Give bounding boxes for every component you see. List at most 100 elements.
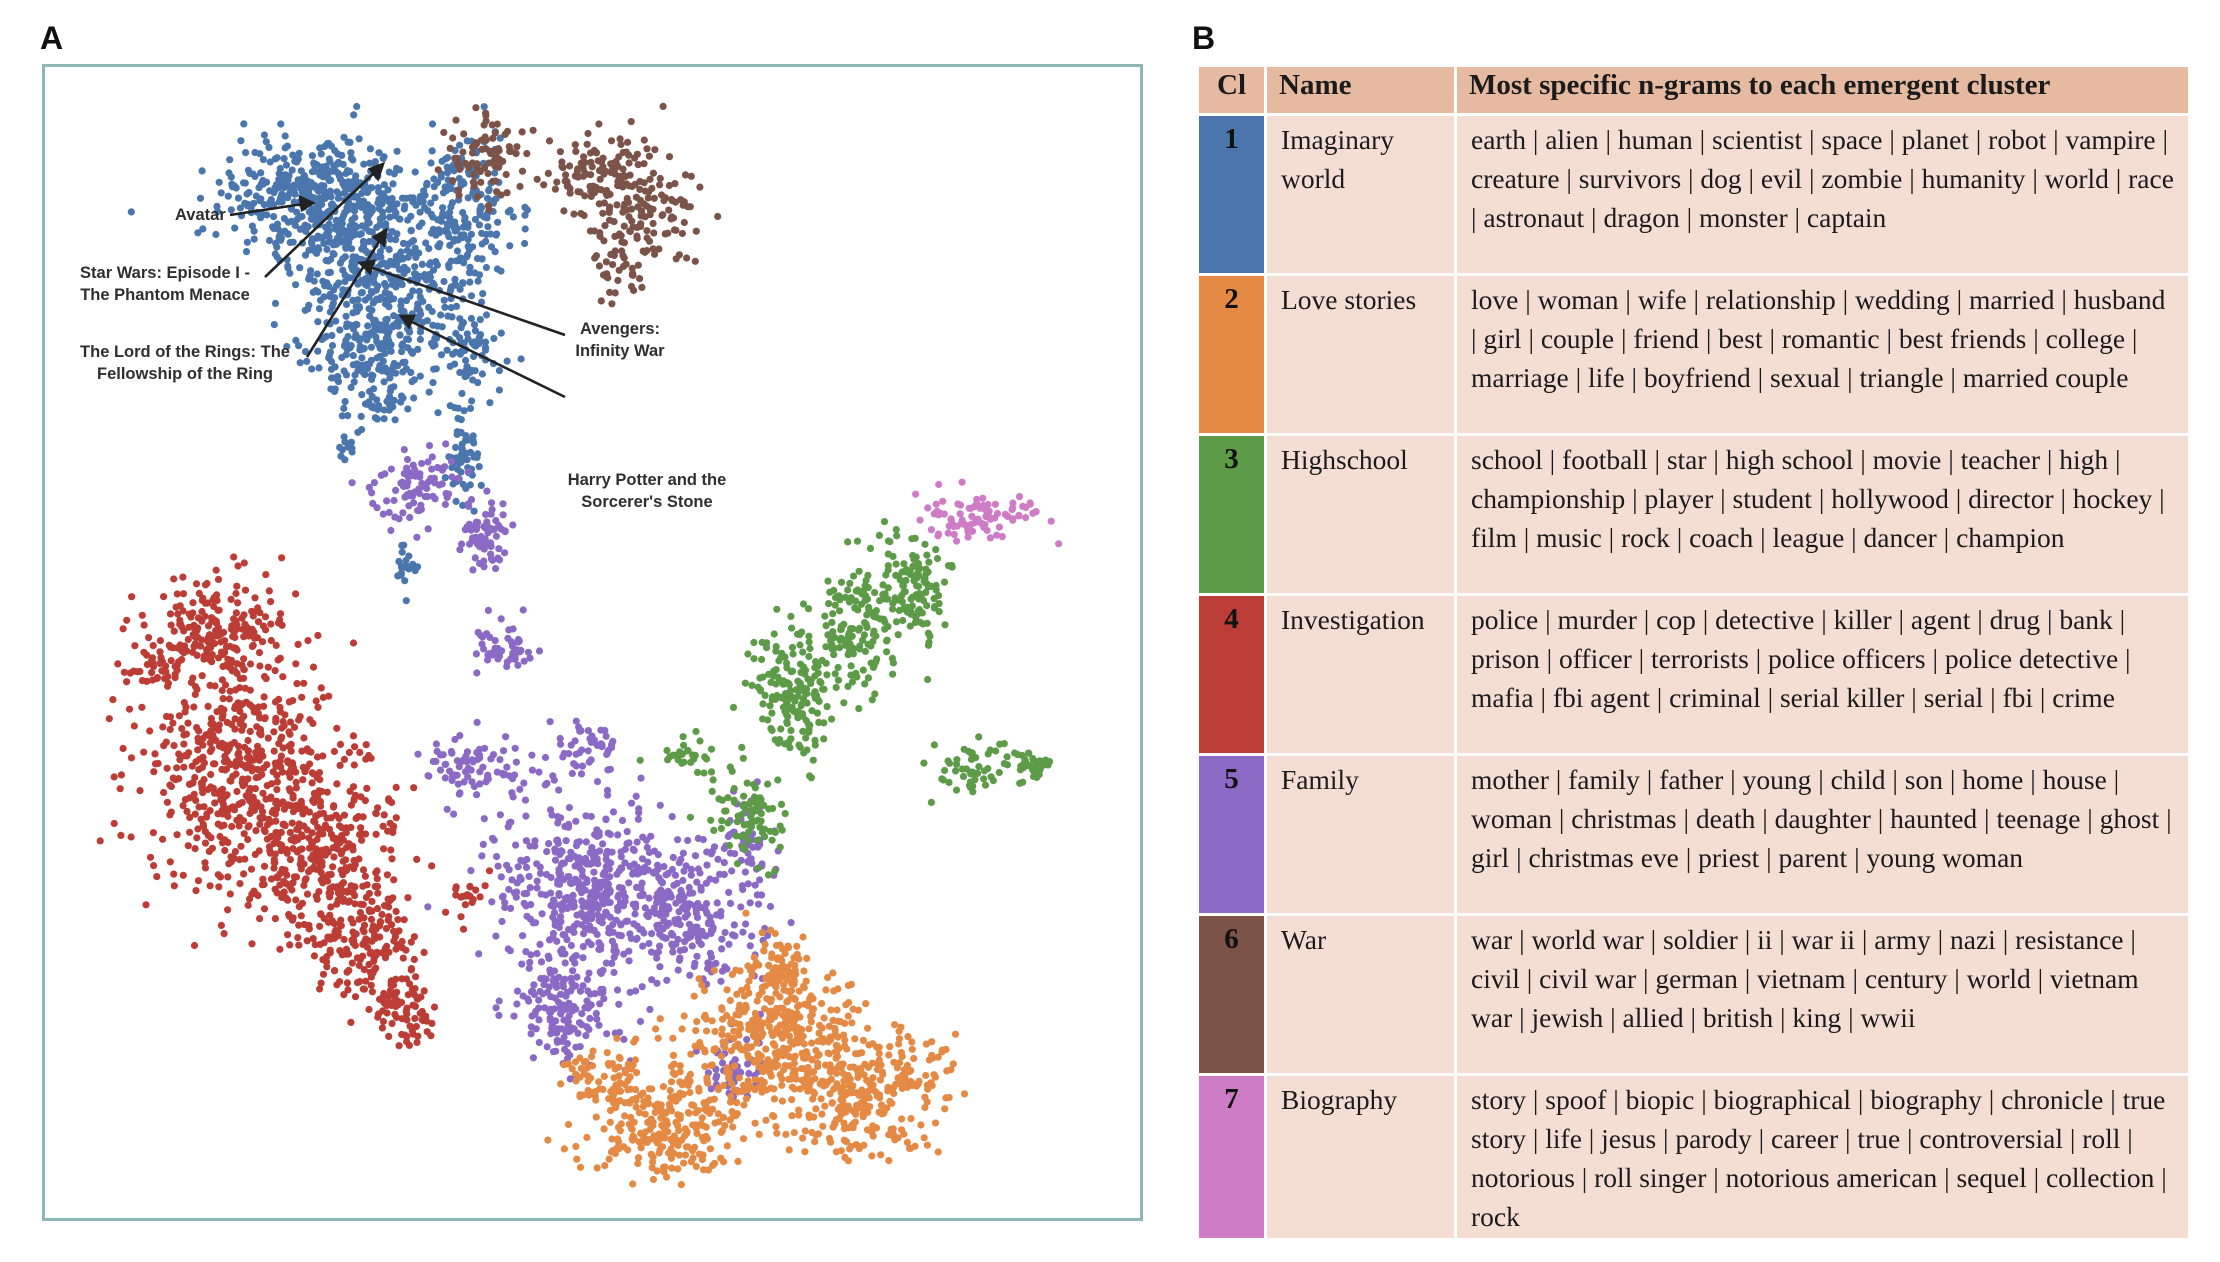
point-cluster-6 xyxy=(602,258,610,266)
point-cluster-1 xyxy=(293,156,301,164)
point-cluster-2 xyxy=(726,996,734,1005)
point-cluster-3 xyxy=(892,618,901,626)
point-cluster-1 xyxy=(363,188,371,197)
point-cluster-4 xyxy=(306,716,314,724)
point-cluster-4 xyxy=(257,731,265,739)
point-cluster-3 xyxy=(710,826,718,835)
point-cluster-4 xyxy=(412,973,420,981)
point-cluster-3 xyxy=(925,558,933,566)
point-cluster-1 xyxy=(466,481,474,489)
point-cluster-1 xyxy=(441,474,449,482)
point-cluster-4 xyxy=(229,772,237,780)
point-cluster-4 xyxy=(336,761,344,770)
point-cluster-4 xyxy=(245,763,253,771)
point-cluster-5 xyxy=(721,928,729,937)
point-cluster-1 xyxy=(297,184,305,192)
point-cluster-5 xyxy=(543,779,551,787)
point-cluster-1 xyxy=(257,195,265,203)
point-cluster-1 xyxy=(302,227,310,235)
point-cluster-1 xyxy=(198,167,206,175)
point-cluster-5 xyxy=(602,959,611,967)
point-cluster-5 xyxy=(499,500,507,508)
point-cluster-1 xyxy=(275,169,283,178)
point-cluster-5 xyxy=(521,796,530,804)
point-cluster-5 xyxy=(526,958,534,967)
point-cluster-1 xyxy=(353,102,361,111)
point-cluster-1 xyxy=(456,285,464,293)
point-cluster-5 xyxy=(663,976,671,984)
point-cluster-6 xyxy=(609,261,617,269)
point-cluster-6 xyxy=(595,262,604,270)
point-cluster-5 xyxy=(571,737,579,745)
point-cluster-4 xyxy=(259,789,267,797)
point-cluster-4 xyxy=(288,916,297,924)
point-cluster-6 xyxy=(611,289,619,297)
point-cluster-5 xyxy=(528,766,536,774)
point-cluster-4 xyxy=(308,779,316,787)
point-cluster-3 xyxy=(952,786,961,794)
point-cluster-1 xyxy=(385,206,393,214)
point-cluster-4 xyxy=(186,780,194,788)
point-cluster-4 xyxy=(271,885,279,893)
point-cluster-3 xyxy=(709,776,717,784)
point-cluster-6 xyxy=(556,148,564,156)
point-cluster-1 xyxy=(385,245,393,254)
point-cluster-1 xyxy=(327,193,335,201)
point-cluster-1 xyxy=(440,296,448,304)
point-cluster-4 xyxy=(116,785,124,793)
point-cluster-5 xyxy=(573,973,581,981)
point-cluster-4 xyxy=(174,610,182,618)
point-cluster-1 xyxy=(236,204,244,212)
point-cluster-6 xyxy=(643,145,651,153)
point-cluster-4 xyxy=(362,977,370,985)
point-cluster-5 xyxy=(583,1023,591,1031)
point-cluster-4 xyxy=(267,875,276,883)
point-cluster-3 xyxy=(873,613,881,621)
point-cluster-3 xyxy=(766,827,774,835)
point-cluster-3 xyxy=(721,807,729,815)
point-cluster-1 xyxy=(398,348,406,356)
point-cluster-4 xyxy=(166,725,174,734)
point-cluster-6 xyxy=(596,229,604,237)
point-cluster-4 xyxy=(198,672,206,680)
point-cluster-1 xyxy=(319,185,328,193)
point-cluster-6 xyxy=(599,163,607,171)
point-cluster-4 xyxy=(374,1010,383,1018)
point-cluster-1 xyxy=(266,201,274,209)
point-cluster-3 xyxy=(909,551,917,560)
point-cluster-5 xyxy=(638,983,646,991)
point-cluster-4 xyxy=(312,697,320,705)
point-cluster-5 xyxy=(405,492,413,500)
point-cluster-4 xyxy=(198,636,206,644)
point-cluster-3 xyxy=(864,674,873,682)
point-cluster-4 xyxy=(283,871,291,879)
point-cluster-1 xyxy=(240,120,248,128)
point-cluster-1 xyxy=(451,218,459,226)
point-cluster-4 xyxy=(232,589,240,598)
point-cluster-4 xyxy=(166,610,175,618)
point-cluster-5 xyxy=(511,744,519,752)
point-cluster-6 xyxy=(607,250,615,259)
point-cluster-6 xyxy=(619,262,628,270)
point-cluster-1 xyxy=(397,302,405,310)
point-cluster-5 xyxy=(742,920,750,928)
point-cluster-1 xyxy=(509,213,517,221)
point-cluster-4 xyxy=(211,799,219,807)
point-cluster-5 xyxy=(697,940,705,949)
point-cluster-5 xyxy=(555,973,563,981)
point-cluster-1 xyxy=(345,321,353,329)
point-cluster-4 xyxy=(240,830,248,838)
point-cluster-5 xyxy=(675,859,683,867)
point-cluster-3 xyxy=(837,634,845,642)
point-cluster-5 xyxy=(398,479,406,487)
point-cluster-1 xyxy=(321,223,330,231)
point-cluster-5 xyxy=(666,890,674,898)
point-cluster-1 xyxy=(296,213,304,221)
point-cluster-5 xyxy=(726,849,735,857)
point-cluster-3 xyxy=(899,616,907,625)
point-cluster-5 xyxy=(609,808,618,816)
point-cluster-4 xyxy=(370,954,378,962)
point-cluster-1 xyxy=(460,339,468,347)
point-cluster-5 xyxy=(547,969,555,977)
point-cluster-3 xyxy=(814,669,822,677)
